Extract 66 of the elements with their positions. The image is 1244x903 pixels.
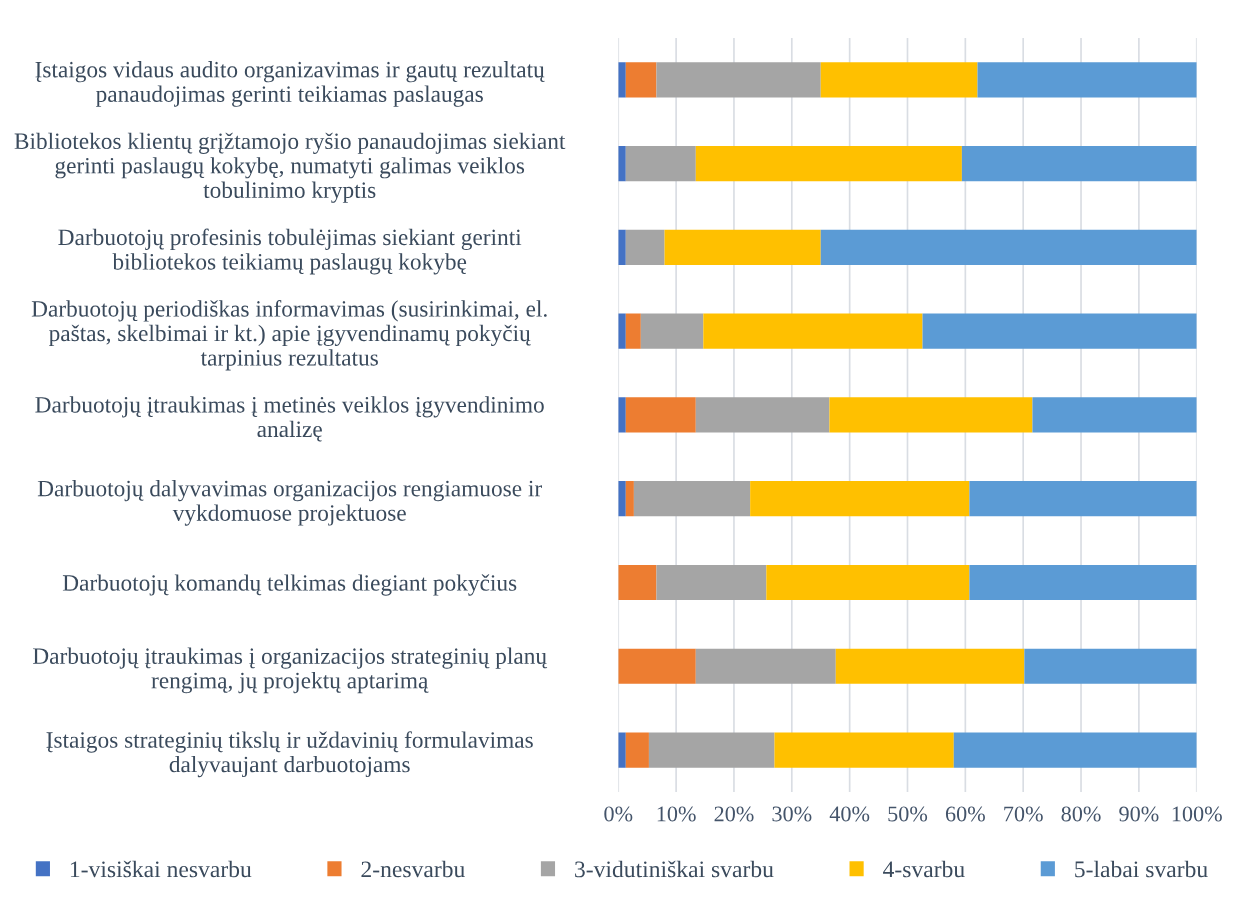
bar <box>695 397 830 433</box>
bar <box>618 146 626 182</box>
bar <box>618 62 626 98</box>
bar <box>774 732 954 768</box>
bar <box>625 62 657 98</box>
legend-label: 2-nesvarbu <box>361 860 465 878</box>
x-tick-label: 20% <box>714 806 754 822</box>
bar <box>820 62 978 98</box>
bar <box>625 397 696 433</box>
bar <box>1024 648 1197 684</box>
bar <box>625 313 641 349</box>
bar <box>625 146 696 182</box>
bar <box>766 564 970 601</box>
x-tick-label: 30% <box>772 806 812 822</box>
x-tick-label: 70% <box>1004 806 1043 822</box>
bar <box>656 564 767 601</box>
y-tick-label: Darbuotojų įtraukimas į organizacijos strateginių planų rengimą, jų projektų aptarimą <box>32 647 548 694</box>
x-tick-label: 100% <box>1172 806 1222 822</box>
legend-label: 5-labai svarbu <box>1075 860 1208 878</box>
bar <box>625 229 665 265</box>
bar <box>977 62 1197 98</box>
bar <box>835 648 1025 684</box>
bar <box>695 146 962 182</box>
x-tick-label: 0% <box>604 806 633 822</box>
bar <box>961 146 1197 182</box>
bar <box>750 481 970 517</box>
bar <box>640 313 704 349</box>
bar <box>618 229 626 265</box>
bar <box>618 313 626 349</box>
y-tick-label: Darbuotojų periodiškas informavimas (susirinkimai, el. paštas, skelbimai ir kt.) apie įgyvendinamų pokyčių tarpinius rezultatus <box>31 300 547 371</box>
bar <box>618 732 626 768</box>
y-tick-label: Bibliotekos klientų grįžtamojo ryšio panaudojimas siekiant gerinti paslaugų kokybę, numatyti galimas veiklos tobulinimo kryptis <box>14 132 566 203</box>
x-tick-label: 10% <box>657 806 696 822</box>
x-tick-label: 50% <box>888 806 928 822</box>
bar <box>969 564 1197 601</box>
x-tick-label: 80% <box>1061 806 1101 822</box>
bar <box>633 481 751 517</box>
bar <box>625 732 649 768</box>
bar <box>656 62 821 98</box>
bar <box>922 313 1197 349</box>
x-tick-label: 60% <box>945 806 985 822</box>
bar <box>953 732 1197 768</box>
y-tick-label: Įstaigos vidaus audito organizavimas ir gautų rezultatų panaudojimas gerinti teikiamas paslaugas <box>35 61 545 107</box>
bar <box>618 481 626 517</box>
bar <box>664 229 821 265</box>
bar <box>618 564 657 601</box>
bar <box>648 732 775 768</box>
bar <box>969 481 1197 517</box>
y-tick-label: Darbuotojų komandų telkimas diegiant pokyčius <box>62 574 517 596</box>
bar <box>618 397 626 433</box>
legend-label: 1-visiškai nesvarbu <box>70 860 252 878</box>
y-tick-label: Darbuotojų profesinis tobulėjimas siekiant gerinti bibliotekos teikiamų paslaugų kokybę <box>58 228 522 275</box>
y-tick-label: Įstaigos strateginių tikslų ir uždavinių formulavimas dalyvaujant darbuotojams <box>46 731 533 778</box>
bar <box>820 229 1197 265</box>
bar <box>703 313 923 349</box>
y-tick-label: Darbuotojų dalyvavimas organizacijos rengiamuose ir vykdomuose projektuose <box>37 480 542 526</box>
bar <box>625 481 634 517</box>
bar <box>829 397 1033 433</box>
bar <box>695 648 836 684</box>
y-tick-label: Darbuotojų įtraukimas į metinės veiklos įgyvendinimo analizę <box>35 396 544 442</box>
legend-label: 4-svarbu <box>883 860 965 878</box>
bar <box>618 648 696 684</box>
x-tick-label: 40% <box>829 806 870 822</box>
x-tick-label: 90% <box>1119 806 1159 822</box>
bar <box>1032 397 1197 433</box>
legend-label: 3-vidutiniškai svarbu <box>575 860 774 878</box>
